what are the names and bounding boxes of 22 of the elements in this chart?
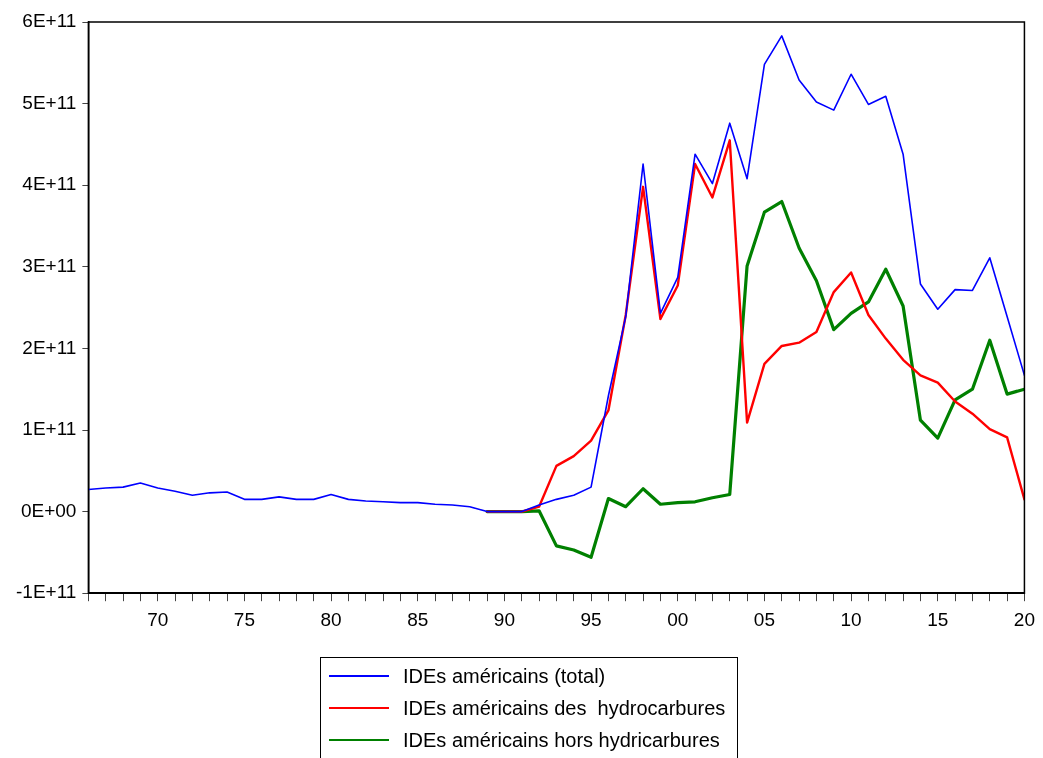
x-tick-label: 00 — [667, 608, 689, 630]
legend-label: IDEs américains hors hydricarbures — [403, 728, 720, 753]
x-tick-label: 90 — [493, 608, 515, 630]
x-tick-label: 15 — [927, 608, 949, 630]
x-tick-label: 80 — [320, 608, 342, 630]
y-tick-label: 0E+00 — [20, 499, 77, 521]
legend-label: IDEs américains (total) — [403, 664, 606, 689]
legend-label: IDEs américains des hydrocarbures — [403, 696, 726, 721]
x-tick-label: 05 — [753, 608, 775, 630]
x-tick-label: 10 — [840, 608, 862, 630]
x-tick-label: 70 — [147, 608, 169, 630]
y-tick-label: 6E+11 — [22, 10, 77, 32]
x-tick-label: 20 — [1013, 608, 1035, 630]
y-tick-label: 2E+11 — [22, 336, 77, 358]
x-tick-label: 95 — [580, 608, 602, 630]
y-tick-label: 5E+11 — [22, 91, 77, 113]
y-tick-label: 1E+11 — [22, 418, 77, 440]
y-tick-label: 4E+11 — [22, 173, 77, 195]
y-tick-label: 3E+11 — [22, 255, 77, 277]
x-tick-label: 75 — [233, 608, 255, 630]
x-tick-label: 85 — [407, 608, 429, 630]
y-tick-label: -1E+11 — [16, 581, 77, 603]
